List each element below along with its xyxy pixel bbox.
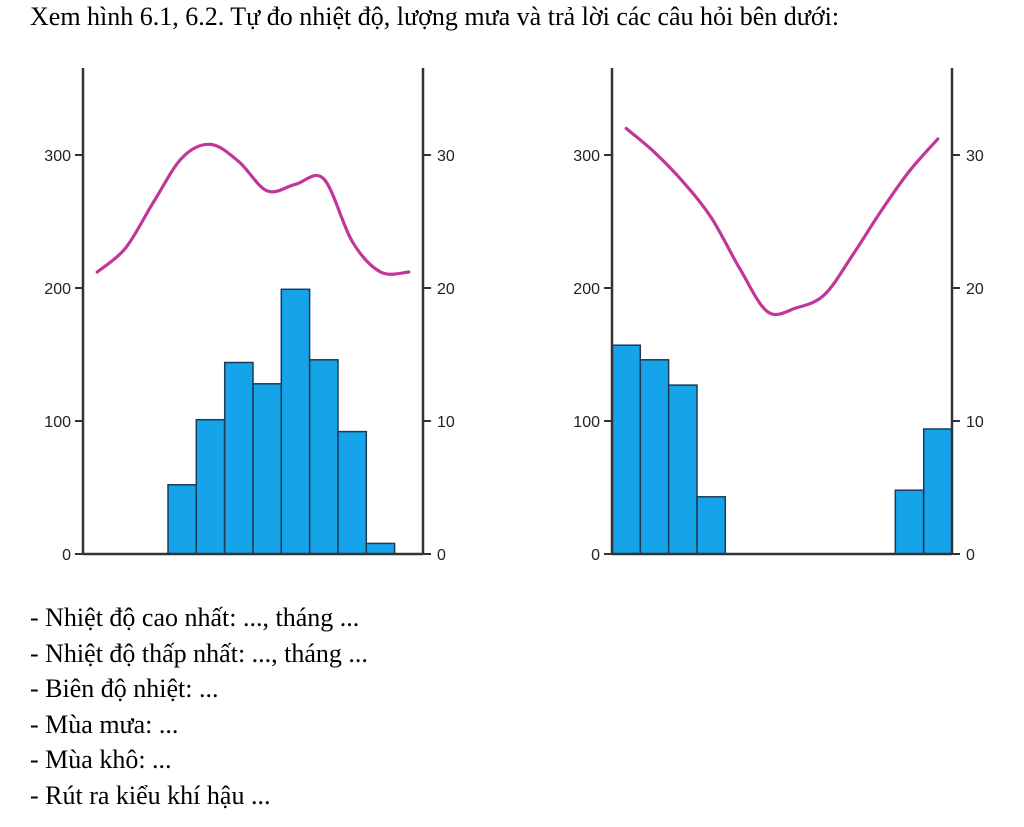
rainfall-tick-label-200: 200 xyxy=(573,281,600,298)
temperature-tick-label-20: 20 xyxy=(437,281,455,298)
temperature-tick-label-0: 0 xyxy=(966,547,975,564)
climate-charts: 0 100 200 300 0 10 20 30 0 100 200 300 0 10 20 30 xyxy=(44,68,984,564)
rainfall-bar-month-8 xyxy=(280,288,311,555)
question-max-temperature: - Nhiệt độ cao nhất: ..., tháng ... xyxy=(30,603,360,632)
rainfall-bar-month-5 xyxy=(195,418,226,555)
rainfall-bar-month-12 xyxy=(922,428,953,555)
temperature-tick-label-20: 20 xyxy=(966,281,984,298)
rainfall-bar-month-2 xyxy=(639,359,670,555)
question-climate-type: - Rút ra kiểu khí hậu ... xyxy=(30,780,271,810)
rainfall-tick-label-0: 0 xyxy=(591,547,600,564)
rainfall-bar-month-10 xyxy=(337,430,368,555)
rainfall-tick-label-300: 300 xyxy=(573,148,600,165)
question-list: - Nhiệt độ cao nhất: ..., tháng ... - Nh… xyxy=(30,600,368,813)
climate-chart-6-1: 0 100 200 300 0 10 20 30 xyxy=(44,68,455,564)
rainfall-bars xyxy=(611,344,953,555)
rainfall-tick-label-100: 100 xyxy=(573,414,600,431)
rainfall-bar-month-9 xyxy=(308,359,339,555)
rainfall-bar-month-11 xyxy=(365,542,396,555)
rainfall-bar-month-1 xyxy=(611,344,642,555)
rainfall-bar-month-7 xyxy=(252,383,283,555)
rainfall-tick-label-0: 0 xyxy=(62,547,71,564)
page-heading: Xem hình 6.1, 6.2. Tự đo nhiệt độ, lượng… xyxy=(30,2,840,31)
question-min-temperature: - Nhiệt độ thấp nhất: ..., tháng ... xyxy=(30,638,368,668)
rainfall-bar-month-4 xyxy=(696,496,727,555)
rainfall-tick-label-300: 300 xyxy=(44,148,71,165)
temperature-line xyxy=(95,142,411,276)
rainfall-bar-month-6 xyxy=(223,361,254,555)
rainfall-bar-month-3 xyxy=(667,384,698,555)
rainfall-tick-label-200: 200 xyxy=(44,281,71,298)
rainfall-bar-month-4 xyxy=(167,484,198,555)
question-temperature-range: - Biên độ nhiệt: ... xyxy=(30,674,219,703)
temperature-tick-label-0: 0 xyxy=(437,547,446,564)
temperature-line xyxy=(624,126,940,317)
temperature-tick-label-30: 30 xyxy=(966,148,984,165)
temperature-tick-label-10: 10 xyxy=(437,414,455,431)
rainfall-tick-label-100: 100 xyxy=(44,414,71,431)
question-dry-season: - Mùa khô: ... xyxy=(30,745,172,774)
rainfall-bars xyxy=(167,288,396,555)
temperature-tick-label-10: 10 xyxy=(966,414,984,431)
temperature-tick-label-30: 30 xyxy=(437,148,455,165)
rainfall-bar-month-11 xyxy=(894,489,925,555)
climate-chart-6-2: 0 100 200 300 0 10 20 30 xyxy=(573,68,984,564)
question-rainy-season: - Mùa mưa: ... xyxy=(30,709,179,739)
